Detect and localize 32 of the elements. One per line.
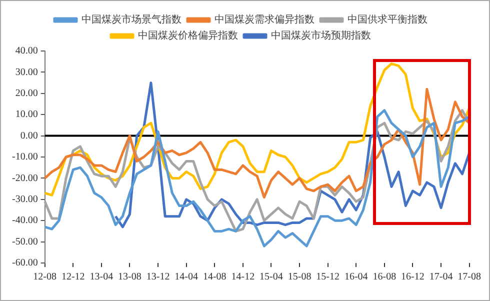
y-tick-label: -60.00 xyxy=(12,258,38,269)
x-tick-label: 16-04 xyxy=(344,272,368,283)
x-tick-label: 16-12 xyxy=(401,272,424,283)
y-tick-label: 20.00 xyxy=(15,88,38,100)
y-tick-label: 40.00 xyxy=(15,46,38,57)
y-tick-label: -10.00 xyxy=(12,152,38,163)
x-tick-label: 13-12 xyxy=(146,272,170,283)
legend-label: 中国煤炭市场预期指数 xyxy=(271,30,371,42)
y-tick-label: -40.00 xyxy=(12,215,38,226)
x-tick-label: 14-08 xyxy=(202,272,226,283)
y-tick-label: -50.00 xyxy=(12,236,38,248)
y-tick-label: -20.00 xyxy=(12,172,38,184)
legend-label: 中国煤炭需求偏异指数 xyxy=(214,14,314,26)
legend-label: 中国煤炭市场景气指数 xyxy=(82,14,182,26)
x-tick-label: 15-08 xyxy=(288,272,312,283)
legend-label: 中国供求平衡指数 xyxy=(348,14,428,26)
x-tick-label: 17-04 xyxy=(429,272,453,283)
x-tick-label: 16-08 xyxy=(372,272,396,283)
legend-label: 中国煤炭价格偏异指数 xyxy=(138,30,238,42)
x-tick-label: 12-12 xyxy=(61,272,85,283)
x-tick-label: 13-08 xyxy=(118,272,142,283)
x-tick-label: 14-12 xyxy=(231,272,255,283)
x-tick-label: 14-04 xyxy=(174,272,198,283)
x-tick-label: 15-04 xyxy=(260,272,283,283)
y-tick-label: 0.00 xyxy=(20,130,38,142)
y-tick-label: 30.00 xyxy=(15,66,38,78)
x-tick-label: 13-04 xyxy=(90,272,114,283)
y-tick-label: 10.00 xyxy=(15,109,38,120)
x-tick-label: 17-08 xyxy=(458,272,482,283)
x-tick-label: 12-08 xyxy=(33,272,56,283)
y-tick-label: -30.00 xyxy=(12,194,38,206)
x-tick-label: 15-12 xyxy=(316,272,340,283)
